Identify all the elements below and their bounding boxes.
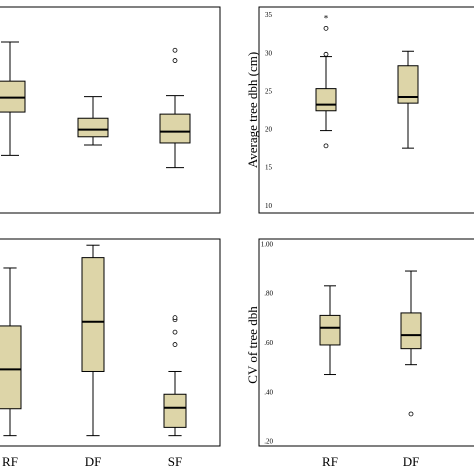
outlier-star: *	[324, 14, 329, 24]
y-tick-label: 30	[265, 49, 273, 57]
panel-top-left-frame	[0, 6, 221, 214]
y-tick-label: .20	[264, 438, 273, 446]
outlier-point	[172, 58, 178, 63]
y-tick-label: .80	[264, 290, 273, 298]
outlier-point	[172, 315, 178, 321]
outlier-point	[323, 143, 329, 149]
box-iqr	[163, 393, 187, 428]
box-iqr	[0, 325, 22, 410]
category-label-sf-bottom-left: SF	[168, 454, 182, 469]
y-tick-label: 25	[265, 87, 273, 95]
category-label-df-bottom-left: DF	[85, 454, 102, 469]
y-tick-label: 15	[265, 164, 273, 172]
panel-bottom-left-frame	[0, 238, 221, 447]
y-tick-label: 10	[265, 202, 273, 210]
outlier-point	[172, 47, 178, 53]
chart-marks: 10 15 20 25 30 35 * .20 .40 .60 .80 1.00	[0, 11, 422, 446]
y-tick-label: 35	[265, 11, 273, 19]
y-tick-label: 1.00	[261, 240, 274, 248]
box-iqr	[319, 314, 341, 346]
box-iqr	[397, 65, 419, 104]
box-iqr	[159, 113, 191, 144]
outlier-point	[408, 411, 414, 417]
box-iqr	[77, 117, 109, 138]
box-iqr	[0, 80, 26, 113]
category-label-df-bottom-right: DF	[403, 454, 420, 469]
y-tick-label: .40	[264, 388, 273, 396]
category-label-rf-bottom-right: RF	[322, 454, 338, 469]
panel-bottom-right-frame	[258, 238, 474, 447]
panel-top-right-frame	[258, 6, 474, 214]
outlier-point	[323, 25, 329, 31]
box-iqr	[315, 88, 337, 112]
box-iqr	[81, 257, 105, 372]
category-label-rf-bottom-left: RF	[2, 454, 18, 469]
y-tick-label: .60	[264, 339, 273, 347]
outlier-point	[172, 342, 178, 347]
panel-top-right-ylabel: Average tree dbh (cm)	[245, 52, 260, 168]
outlier-point	[172, 329, 178, 335]
box-iqr	[400, 312, 422, 350]
panel-bottom-right-ylabel: CV of tree dbh	[245, 306, 260, 384]
outlier-point	[323, 51, 329, 57]
y-tick-label: 20	[265, 126, 273, 134]
